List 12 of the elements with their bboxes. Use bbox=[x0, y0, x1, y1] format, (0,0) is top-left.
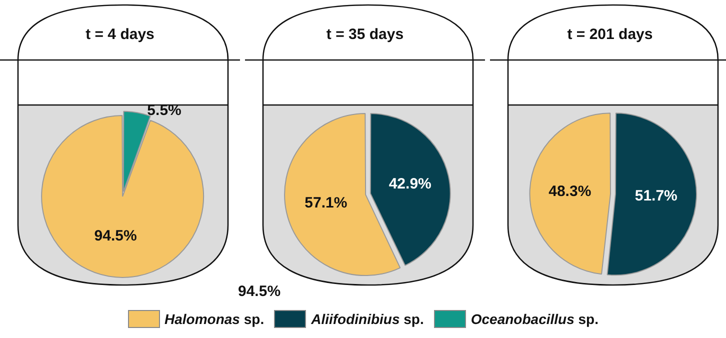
legend-label: Halomonas sp. bbox=[164, 311, 264, 327]
data-label: 94.5% bbox=[94, 228, 137, 245]
data-label: 42.9% bbox=[388, 176, 432, 193]
data-label: 48.3% bbox=[548, 182, 592, 200]
chart-title: t = 35 days bbox=[325, 26, 405, 43]
data-label: 57.1% bbox=[304, 194, 348, 212]
chart-title: t = 4 days bbox=[84, 26, 156, 43]
chart-title: t = 201 days bbox=[566, 26, 654, 43]
data-label: 51.7% bbox=[634, 187, 678, 204]
text: 94.5% bbox=[238, 283, 281, 300]
legend-label: Aliifodinibius sp. bbox=[311, 311, 424, 327]
legend-label: Oceanobacillus sp. bbox=[470, 311, 598, 327]
